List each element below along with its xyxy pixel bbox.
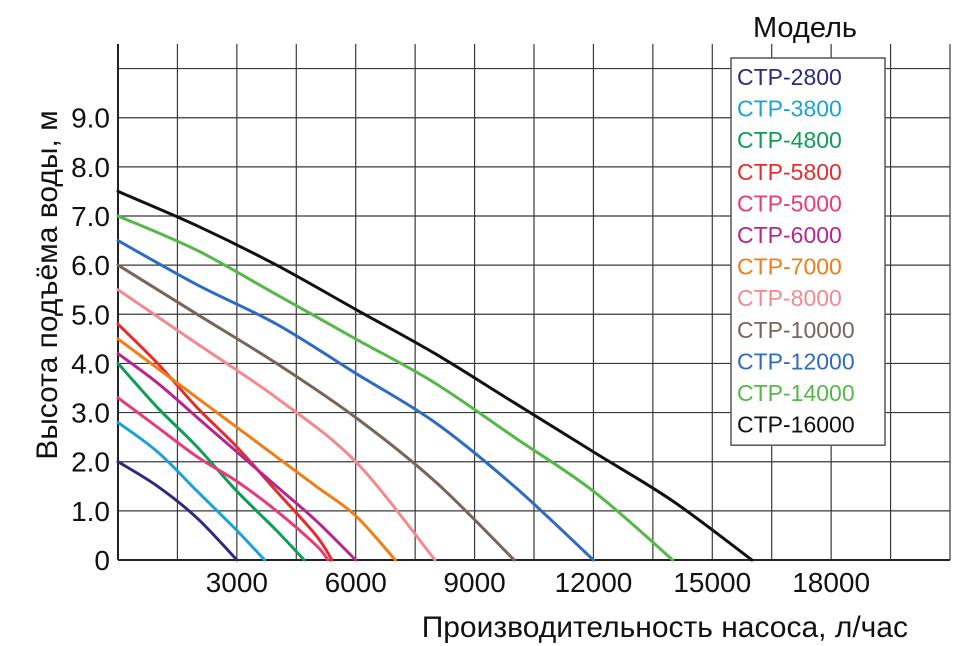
legend-items: CTP-2800 CTP-3800 CTP-4800 CTP-5800 CTP-5000… bbox=[737, 64, 855, 438]
y-tick-label: 0 bbox=[94, 545, 110, 576]
series-line-ctp-7000 bbox=[116, 337, 397, 562]
y-tick-label: 6.0 bbox=[71, 250, 110, 281]
y-tick-label: 4.0 bbox=[71, 348, 110, 379]
x-tick-label: 12000 bbox=[554, 567, 632, 598]
y-tick-label: 2.0 bbox=[71, 447, 110, 478]
y-tick-label: 8.0 bbox=[71, 152, 110, 183]
series-line-ctp-3800 bbox=[116, 420, 267, 562]
x-tick-label: 3000 bbox=[206, 567, 268, 598]
series-line-ctp-14000 bbox=[116, 214, 675, 562]
y-tick-label: 5.0 bbox=[71, 299, 110, 330]
legend-label: CTP-4800 bbox=[737, 127, 842, 153]
series-line-ctp-10000 bbox=[116, 263, 516, 562]
legend-box bbox=[730, 57, 886, 446]
x-tick-label: 6000 bbox=[325, 567, 387, 598]
y-tick-label: 7.0 bbox=[71, 201, 110, 232]
performance-curves bbox=[116, 189, 754, 562]
legend-label: CTP-14000 bbox=[737, 380, 855, 406]
series-line-ctp-5800 bbox=[116, 322, 334, 562]
y-tick-label: 9.0 bbox=[71, 103, 110, 134]
legend-label: CTP-5000 bbox=[737, 190, 842, 216]
y-axis-title: Высота подъёма воды, м bbox=[31, 110, 64, 460]
series-line-ctp-8000 bbox=[116, 288, 437, 562]
y-tick-label: 3.0 bbox=[71, 398, 110, 429]
legend-label: CTP-7000 bbox=[737, 254, 842, 280]
legend-label: CTP-8000 bbox=[737, 285, 842, 311]
series-line-ctp-16000 bbox=[116, 189, 754, 562]
y-axis-ticks: 0 1.0 2.0 3.0 4.0 5.0 6.0 7.0 8.0 9.0 bbox=[71, 103, 110, 576]
series-line-ctp-5000 bbox=[116, 396, 330, 562]
legend-label: CTP-2800 bbox=[737, 64, 842, 90]
legend-label: CTP-3800 bbox=[737, 96, 842, 122]
legend-label: CTP-10000 bbox=[737, 317, 855, 343]
x-tick-label: 15000 bbox=[673, 567, 751, 598]
legend-label: CTP-16000 bbox=[737, 412, 855, 438]
series-line-ctp-6000 bbox=[116, 352, 358, 562]
legend-label: CTP-5800 bbox=[737, 159, 842, 185]
legend-label: CTP-12000 bbox=[737, 348, 855, 374]
series-line-ctp-12000 bbox=[116, 239, 595, 562]
series-line-ctp-2800 bbox=[116, 460, 239, 562]
x-axis-ticks: 3000 6000 9000 12000 15000 18000 bbox=[206, 567, 870, 598]
legend-label: CTP-6000 bbox=[737, 222, 842, 248]
x-tick-label: 18000 bbox=[792, 567, 870, 598]
x-tick-label: 9000 bbox=[443, 567, 505, 598]
y-tick-label: 1.0 bbox=[71, 496, 110, 527]
legend-title: Модель bbox=[753, 12, 857, 44]
x-axis-title: Производительность насоса, л/час bbox=[422, 611, 908, 644]
